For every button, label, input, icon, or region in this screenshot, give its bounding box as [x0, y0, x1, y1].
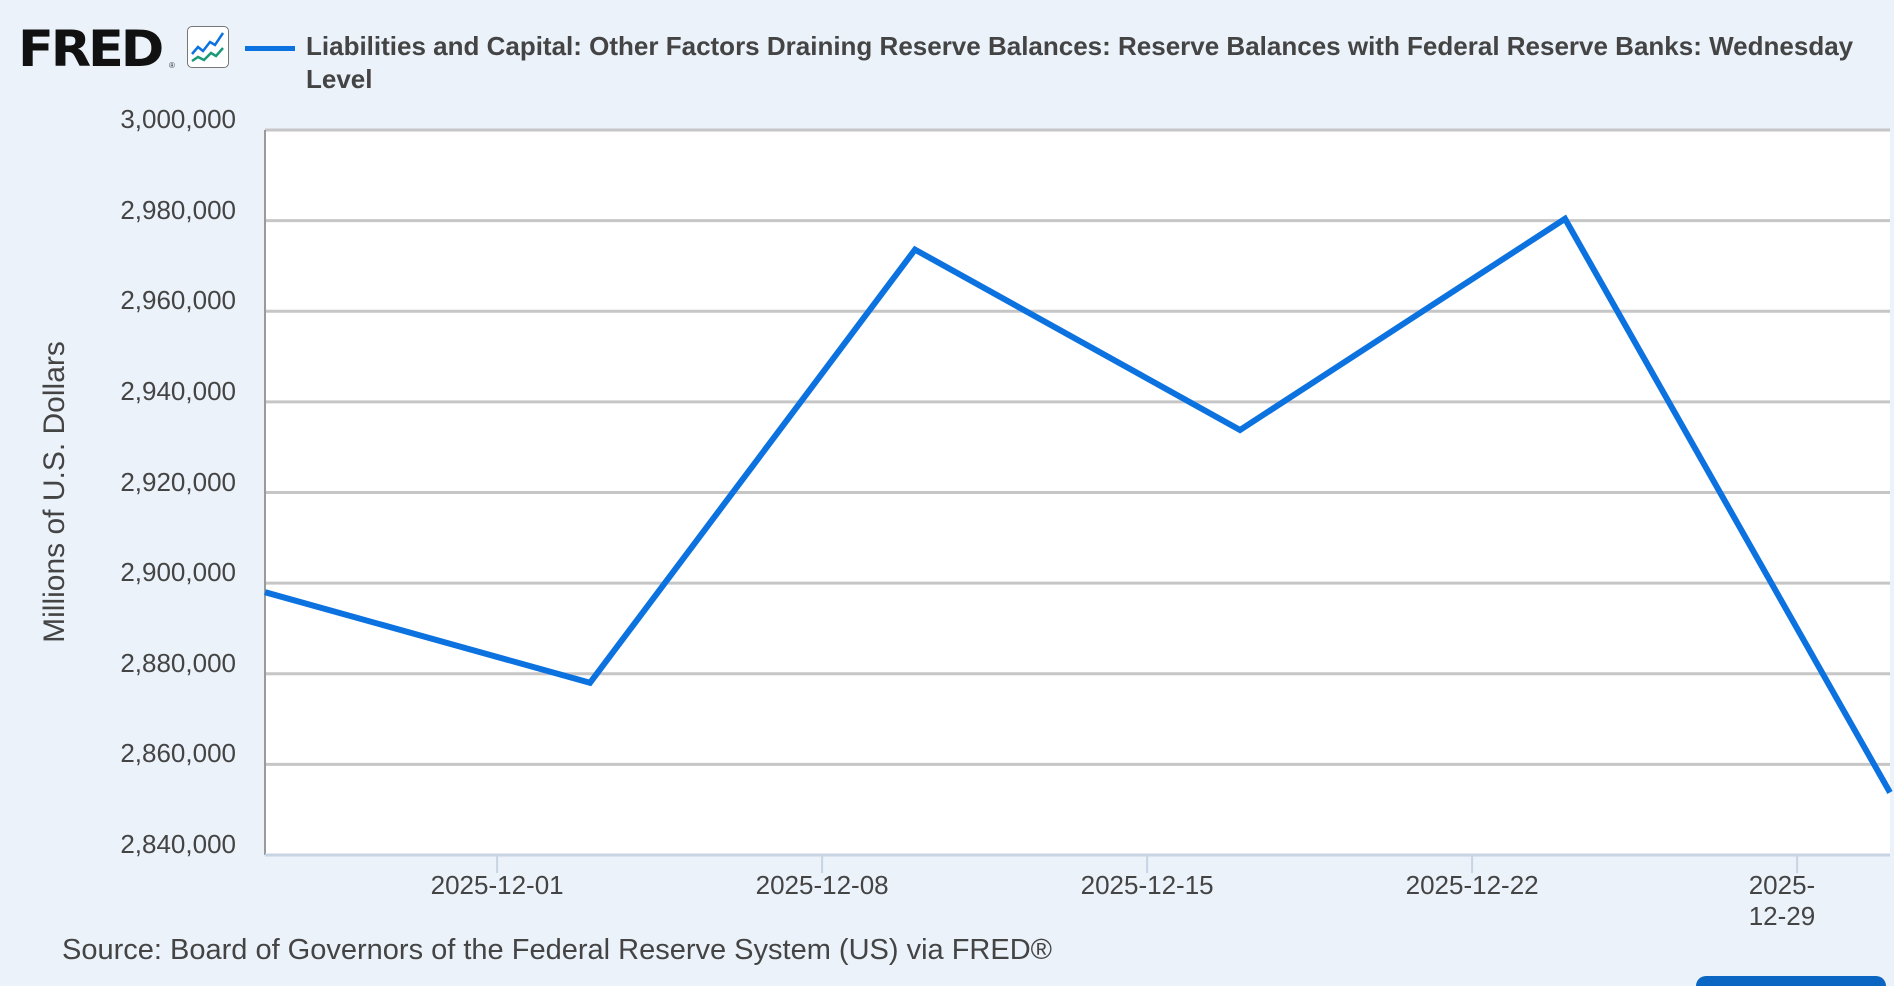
x-tick-label: 2025-12-08	[755, 870, 889, 900]
series-title: Liabilities and Capital: Other Factors D…	[306, 31, 1854, 94]
x-tick-label: 2025-12-22	[1405, 870, 1539, 900]
y-tick-label: 2,880,000	[120, 647, 236, 678]
fred-logo[interactable]: FRED	[18, 20, 164, 78]
series-line	[264, 214, 1893, 794]
x-tick-label: 2025-12-01	[430, 870, 564, 900]
line-chart-icon	[187, 26, 229, 68]
y-tick-label: 2,900,000	[120, 557, 236, 588]
plot-area[interactable]	[264, 128, 1893, 873]
y-tick-label: 2,920,000	[120, 466, 236, 497]
y-tick-label: 2,960,000	[120, 285, 236, 316]
y-tick-label: 3,000,000	[120, 104, 236, 134]
y-tick-label: 2,840,000	[120, 829, 236, 859]
y-tick-label: 2,940,000	[120, 375, 236, 406]
legend-swatch	[245, 46, 295, 51]
y-tick-label: 2,980,000	[120, 194, 236, 225]
source-note: Source: Board of Governors of the Federa…	[62, 934, 1053, 966]
gridlines	[265, 128, 1890, 766]
x-tick-label: 2025-12-29	[1748, 870, 1816, 931]
y-tick-label: 2,860,000	[120, 738, 236, 769]
registered-mark: ®	[169, 61, 175, 70]
x-tick-label: 2025-12-15	[1080, 870, 1214, 900]
